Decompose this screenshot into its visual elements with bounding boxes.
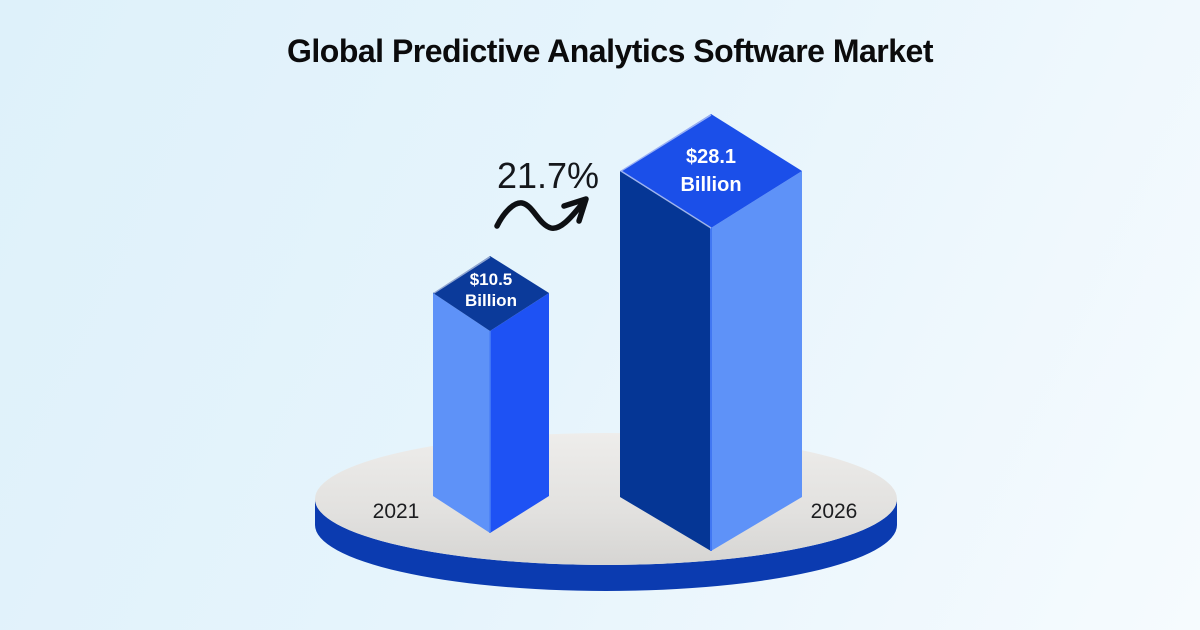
chart-title: Global Predictive Analytics Software Mar…	[287, 33, 934, 69]
growth-arrow-icon	[494, 196, 589, 231]
year-label-2021: 2021	[373, 500, 420, 523]
growth-arrow-head	[561, 196, 589, 224]
bar-2026-value-line1: $28.1	[686, 146, 736, 168]
bar-2021-left-face	[433, 293, 490, 533]
bar-2026-edge-highlight	[619, 114, 712, 229]
platform-disc-top	[315, 433, 897, 565]
year-label-2026: 2026	[811, 500, 858, 523]
bar-2026-right-face	[711, 171, 802, 551]
platform-disc-rim	[315, 499, 897, 591]
bar-2021-value-line1: $10.5	[470, 270, 513, 289]
growth-percentage-label: 21.7%	[497, 155, 599, 196]
bar-2026-left-face	[620, 171, 711, 551]
growth-arrow-shaft	[494, 200, 585, 231]
bar-2021-right-face	[490, 293, 549, 533]
bar-2021-value-line2: Billion	[465, 291, 517, 310]
bar-2026-value-line2: Billion	[680, 174, 741, 196]
bar-2021-edge-highlight	[433, 256, 491, 294]
bar-2026: $28.1 Billion	[619, 114, 802, 551]
bar-2021: $10.5 Billion	[433, 256, 549, 533]
